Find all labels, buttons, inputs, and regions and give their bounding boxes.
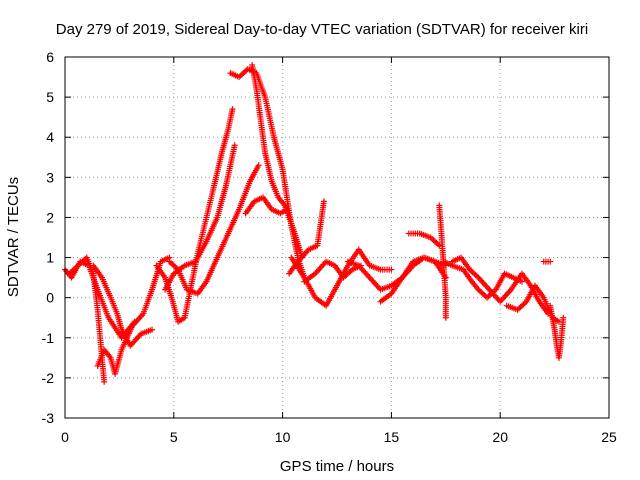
x-tick-label: 0 [61,429,69,445]
data-point [149,326,156,333]
data-point [442,314,449,321]
y-tick-label: -2 [42,370,55,386]
data-point [320,198,327,205]
series-arc-g [162,142,238,293]
data-point [231,142,238,149]
y-tick-label: 0 [46,290,54,306]
series-arc-c [90,262,156,349]
y-axis-label: SDTVAR / TECUs [5,177,22,297]
y-tick-label: 1 [46,250,54,266]
series-arc-u [540,258,554,265]
series-arc-k [286,198,327,277]
series-arc-v [547,302,567,361]
data-point [255,162,262,169]
x-tick-label: 25 [601,429,617,445]
data-point [547,258,554,265]
data-point [229,106,236,113]
data-point [388,266,395,273]
data-point [101,378,108,385]
y-tick-label: 4 [46,129,54,145]
y-tick-label: 2 [46,209,54,225]
data-point [436,242,443,249]
x-tick-label: 20 [492,429,508,445]
data-point [283,206,290,213]
series-arc-i [249,62,306,261]
x-axis-label: GPS time / hours [280,458,394,475]
chart-title: Day 279 of 2019, Sidereal Day-to-day VTE… [56,21,588,38]
series-arc-j [242,194,290,217]
data-points [62,62,567,385]
series-arc-f [166,162,262,297]
series-arc-p [405,230,443,249]
series-arc-q [436,202,449,321]
data-point [518,278,525,285]
y-tick-label: 6 [46,49,54,65]
y-tick-label: 3 [46,169,54,185]
axis-ticks: 0 5 10 15 20 25 -3 -2 -1 0 1 2 3 4 5 6 [42,49,617,445]
gridlines [65,57,609,418]
series-arc-d [94,254,173,377]
x-tick-label: 15 [384,429,400,445]
y-tick-label: -3 [42,410,55,426]
x-tick-label: 5 [170,429,178,445]
y-tick-label: 5 [46,89,54,105]
plot-frame [64,56,610,419]
x-tick-label: 10 [275,429,291,445]
series-arc-o [377,254,449,305]
data-point [560,314,567,321]
y-tick-label: -1 [42,330,55,346]
